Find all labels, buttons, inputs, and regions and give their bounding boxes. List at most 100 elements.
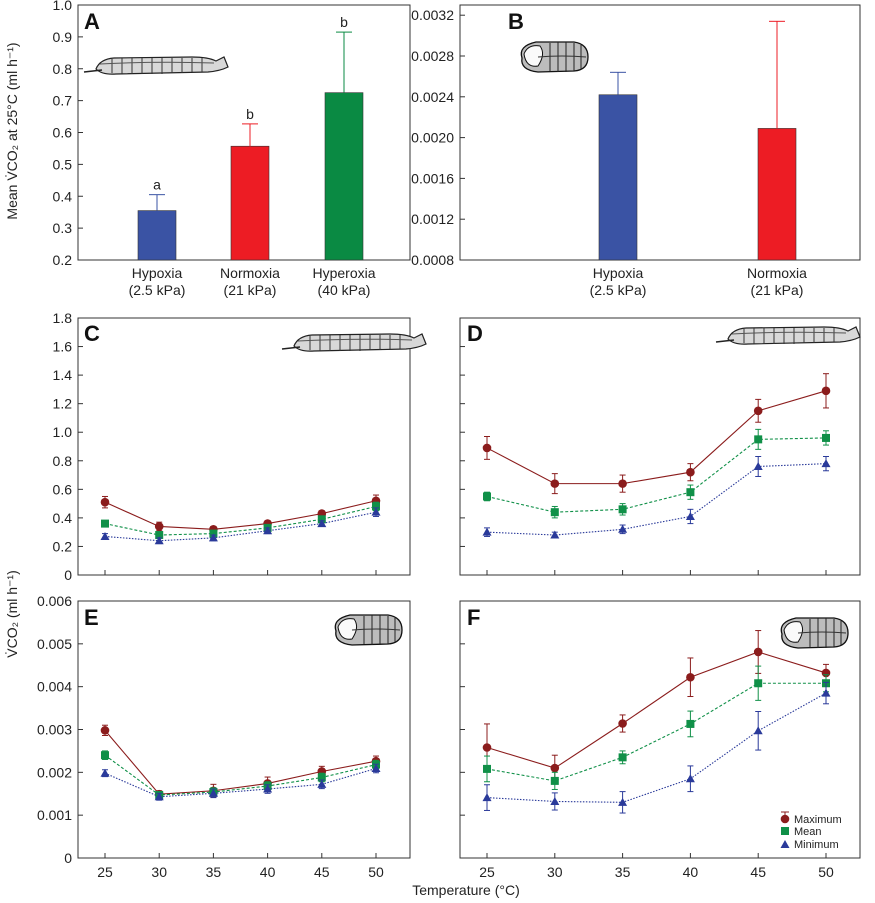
y-tick-label: 0.9 <box>53 29 73 45</box>
panel-label: E <box>84 605 99 630</box>
panel-d: D <box>459 317 861 576</box>
y-tick-label: 0.0020 <box>411 130 454 146</box>
y-tick-label: 1.4 <box>53 367 73 383</box>
point-minimum <box>753 726 763 735</box>
x-category-label: Hyperoxia <box>312 265 375 281</box>
point-minimum <box>618 524 628 533</box>
x-tick-label: 30 <box>547 864 563 880</box>
point-mean <box>618 753 627 762</box>
y-tick-label: 0.8 <box>53 61 73 77</box>
point-minimum <box>100 768 110 777</box>
legend-label-minimum: Minimum <box>794 839 839 851</box>
x-tick-label: 25 <box>479 864 495 880</box>
series-line-maximum <box>486 390 827 485</box>
pupa-icon <box>520 41 589 73</box>
point-maximum <box>821 386 831 396</box>
x-category-label: Hypoxia <box>593 265 644 281</box>
y-tick-label: 0 <box>64 850 72 866</box>
y-tick-label: 0.4 <box>53 510 73 526</box>
series-line-minimum <box>104 767 377 798</box>
series-line-mean <box>486 682 826 782</box>
point-minimum <box>317 519 327 528</box>
panel-frame <box>77 317 411 576</box>
point-mean <box>550 776 559 785</box>
y-tick-label: 0.6 <box>53 481 73 497</box>
point-minimum <box>550 530 560 539</box>
y-tick-label: 1.0 <box>53 0 73 13</box>
series-line-maximum <box>486 651 827 769</box>
x-tick-label: 35 <box>206 864 222 880</box>
legend-item-mean: Mean <box>781 826 822 838</box>
point-maximum <box>618 719 627 728</box>
x-category-label: Hypoxia <box>132 265 183 281</box>
x-tick-label: 40 <box>260 864 276 880</box>
y-tick-label: 0.0032 <box>411 7 454 23</box>
point-mean <box>155 531 164 540</box>
series-line-mean <box>104 505 377 536</box>
x-category-label: Normoxia <box>220 265 280 281</box>
y-tick-label: 0.2 <box>53 538 73 554</box>
x-category-sublabel: (21 kPa) <box>751 282 804 298</box>
y-tick-label: 1.8 <box>53 310 73 326</box>
point-maximum <box>550 763 560 773</box>
y-tick-label: 0.3 <box>53 220 73 236</box>
y-tick-label: 0.0016 <box>411 170 454 186</box>
point-mean <box>754 435 763 444</box>
y-tick-label: 0.7 <box>53 93 73 109</box>
bar-hypoxia <box>598 94 638 261</box>
point-minimum <box>100 531 110 540</box>
point-maximum <box>100 497 110 507</box>
y-tick-label: 0.001 <box>37 807 72 823</box>
point-minimum <box>821 688 831 697</box>
legend-item-minimum: Minimum <box>780 839 839 851</box>
y-tick-label: 0.8 <box>53 453 73 469</box>
panel-frame <box>459 317 861 576</box>
point-mean <box>483 764 491 773</box>
x-tick-label: 35 <box>615 864 631 880</box>
series-line-maximum <box>104 500 377 530</box>
x-category-sublabel: (40 kPa) <box>318 282 371 298</box>
y-tick-label: 1.2 <box>53 396 73 412</box>
point-mean <box>101 519 109 528</box>
larva-icon <box>281 333 427 352</box>
panel-e: E 0 0.001 0.002 0.003 0.004 0.005 0.006 25 30 35 40… <box>37 593 411 880</box>
significance-label: b <box>340 14 348 30</box>
point-maximum <box>686 467 695 477</box>
y-tick-label: 0.0008 <box>411 252 454 268</box>
legend: Maximum Mean Minimum <box>780 811 842 851</box>
legend-marker-minimum <box>780 840 790 848</box>
series-line-mean <box>486 437 827 513</box>
x-tick-label: 25 <box>97 864 113 880</box>
y-tick-label: 0.6 <box>53 125 73 141</box>
point-maximum <box>482 743 492 752</box>
point-minimum <box>482 793 492 802</box>
x-category-sublabel: (2.5 kPa) <box>590 282 647 298</box>
point-mean <box>317 773 326 782</box>
point-mean <box>822 433 830 442</box>
y-tick-label: 0.003 <box>37 722 72 738</box>
point-maximum <box>753 406 763 416</box>
panel-frame <box>459 4 861 261</box>
bar-hypoxia <box>137 210 177 261</box>
panel-label: F <box>467 605 480 630</box>
series-line-maximum <box>104 730 377 795</box>
point-minimum <box>685 774 695 783</box>
x-tick-label: 40 <box>683 864 699 880</box>
y-tick-label: 0.5 <box>53 156 73 172</box>
point-minimum <box>154 536 164 545</box>
point-maximum <box>482 443 492 453</box>
larva-icon <box>83 56 229 75</box>
point-mean <box>686 719 695 728</box>
bar-hyperoxia <box>324 92 364 261</box>
series-line-mean <box>104 754 377 796</box>
x-tick-label: 45 <box>314 864 330 880</box>
point-mean <box>372 502 380 511</box>
x-category-label: Normoxia <box>747 265 807 281</box>
y-tick-label: 0.005 <box>37 636 72 652</box>
y-tick-label: 1.0 <box>53 424 73 440</box>
y-tick-label: 0.4 <box>53 188 73 204</box>
legend-marker-mean <box>781 827 789 835</box>
y-axis-title-top: Mean V̇CO₂ at 25°C (ml h⁻¹) <box>4 42 20 219</box>
y-tick-label: 0.006 <box>37 593 72 609</box>
panel-label: C <box>84 321 100 346</box>
